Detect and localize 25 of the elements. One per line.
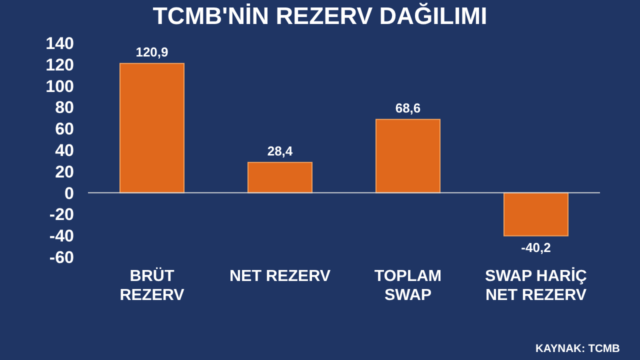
y-tick-label: 140: [46, 34, 74, 53]
bar: [504, 192, 568, 236]
text: KAYNAK: TCMB: [535, 343, 620, 355]
bar: [248, 162, 312, 194]
y-tick-label: 120: [46, 55, 74, 74]
y-tick-label: 0: [64, 184, 74, 203]
data-label: 28,4: [267, 143, 294, 158]
x-tick-label: BRÜT REZERV: [120, 267, 185, 304]
y-tick-label: 100: [46, 76, 74, 96]
bar: [120, 62, 184, 194]
y-tick-label: 20: [55, 162, 74, 182]
x-tick-label: SWAP HARİÇ NET REZERV: [485, 267, 588, 304]
y-tick-label: 80: [55, 98, 74, 118]
x-tick-label: NET REZERV: [229, 268, 331, 285]
data-label: 68,6: [395, 100, 421, 116]
data-label: -40,2: [521, 240, 551, 255]
y-tick-label: 60: [55, 120, 74, 139]
bar: [376, 118, 440, 194]
x-tick-label: TOPLAM SWAP: [374, 268, 442, 304]
y-tick-label: -20: [49, 205, 74, 224]
data-label: 120,9: [136, 44, 168, 60]
chart-title: TCMB'NİN REZERV DAĞILIMI: [152, 2, 488, 30]
y-tick-label: -60: [49, 248, 74, 267]
y-tick-label: 40: [55, 141, 74, 160]
y-tick-label: -40: [49, 226, 74, 246]
